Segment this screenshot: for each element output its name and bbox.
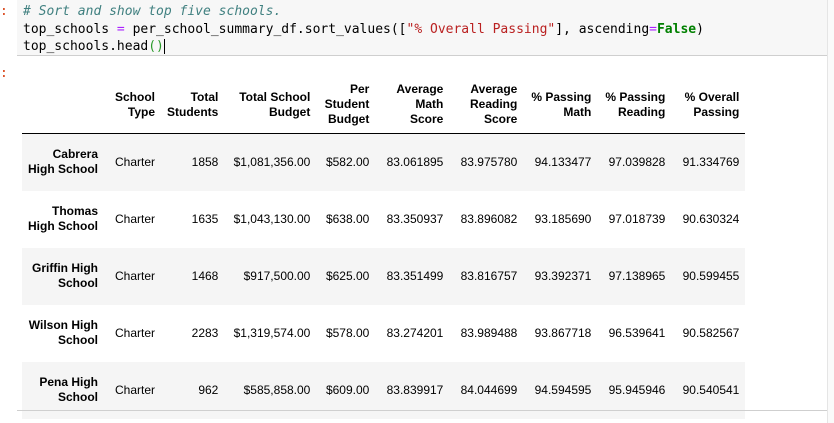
table-cell: $609.00 <box>325 383 370 397</box>
table-cell: $638.00 <box>325 212 370 226</box>
table-cell: 93.392371 <box>534 269 592 283</box>
table-cell: 1468 <box>191 269 219 283</box>
column-header: Total Students <box>161 76 225 134</box>
table-cell: 97.039828 <box>608 155 666 170</box>
table-cell: 96.539641 <box>608 326 666 340</box>
table-cell: 83.350937 <box>386 212 444 226</box>
table-cell: $917,500.00 <box>243 269 311 283</box>
table-row: Griffin High School Charter 1468 $917,50… <box>22 247 746 305</box>
table-cell: $1,043,130.00 <box>233 212 311 226</box>
table-cell: 93.185690 <box>534 212 592 226</box>
dataframe-table: School Type Total Students Total School … <box>22 76 746 419</box>
table-cell: 95.945946 <box>608 383 666 397</box>
table-cell: 84.044699 <box>460 383 518 397</box>
column-header: School Type <box>104 76 161 134</box>
scrollbar[interactable] <box>827 0 834 423</box>
code-editor[interactable]: # Sort and show top five schools. top_sc… <box>23 3 704 56</box>
table-cell: 94.594595 <box>534 383 592 397</box>
text-cursor <box>163 39 165 54</box>
table-cell: 97.018739 <box>608 212 666 226</box>
table-cell: 94.133477 <box>534 155 592 170</box>
table-cell: 1858 <box>191 155 219 170</box>
table-cell: 83.896082 <box>460 212 518 226</box>
row-index: Wilson High School <box>28 318 98 347</box>
column-header: Per Student Budget <box>316 76 376 134</box>
column-header: % Passing Reading <box>597 76 672 134</box>
code-cell[interactable]: # Sort and show top five schools. top_sc… <box>17 0 834 56</box>
table-cell: Charter <box>114 212 155 226</box>
column-header: Average Reading Score <box>449 76 524 134</box>
table-row: Wilson High School Charter 2283 $1,319,5… <box>22 305 745 362</box>
column-header: Total School Budget <box>224 76 317 134</box>
output-area: School Type Total Students Total School … <box>22 76 746 419</box>
row-index: Griffin High School <box>32 261 98 290</box>
table-cell: 962 <box>198 383 219 397</box>
row-index: Cabrera High School <box>28 147 98 177</box>
column-header: % Overall Passing <box>671 76 746 134</box>
table-cell: 90.599455 <box>682 269 740 283</box>
code-comment: # Sort and show top five schools. <box>23 4 282 19</box>
table-cell: 83.061895 <box>386 155 444 170</box>
table-cell: 83.989488 <box>460 326 518 340</box>
code-line-3: top_schools.head() <box>23 39 165 54</box>
table-cell: $1,319,574.00 <box>233 326 311 340</box>
table-cell: 97.138965 <box>608 269 666 283</box>
input-prompt: : <box>0 4 8 19</box>
table-cell: 90.582567 <box>682 326 740 340</box>
output-prompt: : <box>0 66 8 81</box>
table-cell: 91.334769 <box>682 155 740 170</box>
column-header: % Passing Math <box>523 76 598 134</box>
row-index: Pena High School <box>39 375 98 404</box>
table-cell: Charter <box>114 155 155 170</box>
table-row: Cabrera High School Charter 1858 $1,081,… <box>22 133 746 191</box>
table-cell: $585,858.00 <box>243 383 311 397</box>
table-cell: 83.816757 <box>460 269 518 283</box>
table-row: Thomas High School Charter 1635 $1,043,1… <box>22 191 745 248</box>
column-header: Average Math Score <box>375 76 450 134</box>
row-index: Thomas High School <box>28 204 98 233</box>
table-row: Pena High School Charter 962 $585,858.00… <box>22 361 746 419</box>
table-cell: Charter <box>114 269 155 283</box>
table-cell: 83.274201 <box>386 326 444 340</box>
table-cell: Charter <box>114 383 155 397</box>
table-cell: $582.00 <box>325 155 370 170</box>
table-cell: 2283 <box>191 326 219 340</box>
table-cell: $625.00 <box>325 269 370 283</box>
table-cell: 90.540541 <box>682 383 740 397</box>
next-cell-border <box>17 410 834 411</box>
table-cell: 83.351499 <box>386 269 444 283</box>
table-cell: 90.630324 <box>682 212 740 226</box>
table-cell: 1635 <box>191 212 219 226</box>
code-line-2: top_schools = per_school_summary_df.sort… <box>23 21 704 37</box>
table-cell: 93.867718 <box>534 326 592 340</box>
index-header <box>22 76 104 134</box>
table-cell: 83.839917 <box>386 383 444 397</box>
table-cell: $578.00 <box>325 326 370 340</box>
table-cell: Charter <box>114 326 155 340</box>
table-cell: 83.975780 <box>460 155 518 170</box>
table-cell: $1,081,356.00 <box>233 155 311 170</box>
header-row: School Type Total Students Total School … <box>22 76 746 134</box>
